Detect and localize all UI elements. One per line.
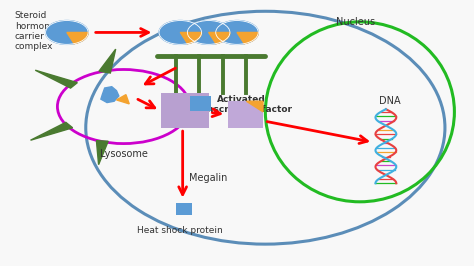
Wedge shape [67, 32, 88, 44]
Polygon shape [246, 101, 263, 112]
Polygon shape [101, 87, 119, 103]
Polygon shape [117, 95, 129, 104]
Wedge shape [180, 32, 201, 44]
FancyBboxPatch shape [175, 203, 191, 215]
Text: Activated
transcription factor: Activated transcription factor [191, 95, 292, 114]
Circle shape [46, 20, 88, 44]
Text: Heat shock protein: Heat shock protein [137, 226, 223, 235]
Text: Nucleus: Nucleus [336, 16, 375, 27]
Polygon shape [96, 141, 108, 165]
Polygon shape [35, 70, 77, 88]
Circle shape [187, 20, 230, 44]
FancyBboxPatch shape [228, 101, 263, 128]
FancyBboxPatch shape [190, 96, 211, 110]
Text: Steroid
hormone-
carrier
complex: Steroid hormone- carrier complex [15, 11, 59, 52]
Text: DNA: DNA [379, 96, 401, 106]
Polygon shape [30, 122, 73, 140]
Text: Megalin: Megalin [190, 173, 228, 183]
Polygon shape [99, 49, 116, 73]
Wedge shape [209, 32, 230, 44]
Wedge shape [237, 32, 258, 44]
Circle shape [159, 20, 201, 44]
Text: Lysosome: Lysosome [100, 149, 147, 159]
FancyBboxPatch shape [161, 93, 209, 128]
Circle shape [216, 20, 258, 44]
